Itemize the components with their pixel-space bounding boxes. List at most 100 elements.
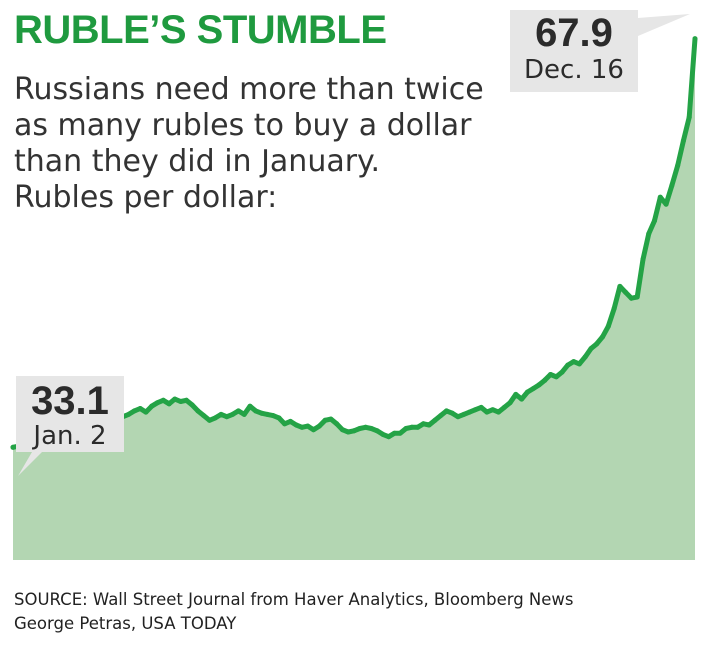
data-point (542, 377, 548, 383)
data-point (270, 413, 276, 419)
data-point (207, 417, 212, 423)
data-point (553, 374, 559, 380)
data-point (484, 409, 490, 415)
data-point (351, 428, 357, 434)
data-point (669, 182, 675, 188)
callout-end: 67.9 Dec. 16 (510, 10, 690, 92)
callout-start-value: 33.1 (31, 379, 109, 423)
data-point (628, 295, 634, 301)
data-point (311, 427, 316, 433)
data-point (478, 404, 484, 410)
callout-end-value: 67.9 (535, 11, 613, 55)
chart-subtitle: Russians need more than twice as many ru… (14, 72, 484, 215)
data-point (230, 411, 236, 417)
data-point (617, 283, 623, 289)
data-point (253, 408, 259, 414)
data-point (403, 426, 409, 431)
data-point (386, 434, 392, 440)
data-point (293, 422, 299, 428)
data-point (137, 406, 143, 411)
data-point (305, 423, 311, 429)
data-point (363, 424, 369, 430)
data-point (316, 423, 322, 429)
source-line: SOURCE: Wall Street Journal from Haver A… (14, 590, 574, 609)
data-point (235, 408, 241, 414)
data-point (576, 361, 582, 367)
data-point (680, 138, 686, 144)
data-point (472, 407, 478, 413)
data-point (328, 416, 334, 422)
data-point (605, 323, 611, 329)
data-point (183, 397, 189, 403)
callout-end-label: Dec. 16 (524, 55, 624, 85)
data-point (322, 417, 328, 423)
data-point (588, 346, 594, 352)
ruble-chart: 33.1 Jan. 2 67.9 Dec. 16 (10, 10, 698, 560)
data-point (438, 413, 444, 419)
callout-start: 33.1 Jan. 2 (16, 376, 124, 476)
data-point (149, 403, 155, 409)
data-point (397, 430, 403, 436)
data-point (663, 201, 669, 207)
data-point (166, 401, 172, 407)
data-point (276, 415, 282, 421)
data-point (212, 415, 218, 421)
data-point (287, 418, 293, 424)
callout-start-box (16, 376, 124, 476)
data-point (264, 411, 270, 417)
data-point (571, 359, 577, 365)
data-point (675, 163, 681, 168)
data-point (496, 409, 501, 415)
data-point (282, 421, 288, 427)
source-note: SOURCE: Wall Street Journal from Haver A… (14, 588, 574, 636)
data-point (513, 391, 519, 397)
data-point (195, 408, 201, 414)
data-point (178, 399, 184, 404)
data-point (467, 409, 473, 415)
data-point (646, 231, 652, 237)
credit-line: George Petras, USA TODAY (14, 614, 237, 633)
data-point (449, 410, 455, 416)
data-point (155, 400, 160, 406)
data-point (224, 414, 230, 420)
data-point (594, 341, 600, 347)
data-point (131, 408, 137, 414)
data-point (334, 421, 340, 427)
data-point (189, 402, 195, 408)
data-point (692, 36, 698, 42)
data-point (652, 218, 657, 224)
data-point (565, 362, 571, 368)
data-point (201, 413, 207, 419)
data-point (548, 372, 553, 377)
data-point (519, 396, 525, 402)
data-point (247, 403, 253, 409)
data-point (218, 411, 224, 417)
data-point (426, 422, 432, 428)
data-point (640, 256, 646, 262)
data-point (461, 411, 467, 417)
data-point (126, 411, 132, 417)
data-point (345, 429, 351, 435)
data-point (420, 421, 426, 427)
data-point (623, 289, 629, 295)
data-point (432, 417, 438, 423)
data-point (241, 411, 247, 417)
data-point (415, 424, 421, 430)
data-point (357, 426, 363, 431)
data-point (507, 400, 513, 406)
data-point (686, 114, 692, 120)
data-point (611, 306, 617, 312)
data-point (299, 424, 305, 430)
data-point (409, 424, 415, 430)
data-point (368, 426, 374, 431)
callout-start-label: Jan. 2 (31, 421, 106, 451)
data-point (172, 396, 178, 402)
data-point (259, 410, 264, 416)
data-point (582, 354, 588, 360)
area-fill (13, 38, 695, 560)
data-point (143, 409, 149, 415)
data-point (524, 389, 530, 395)
data-point (536, 382, 542, 388)
data-point (339, 427, 345, 433)
data-point (444, 408, 449, 414)
